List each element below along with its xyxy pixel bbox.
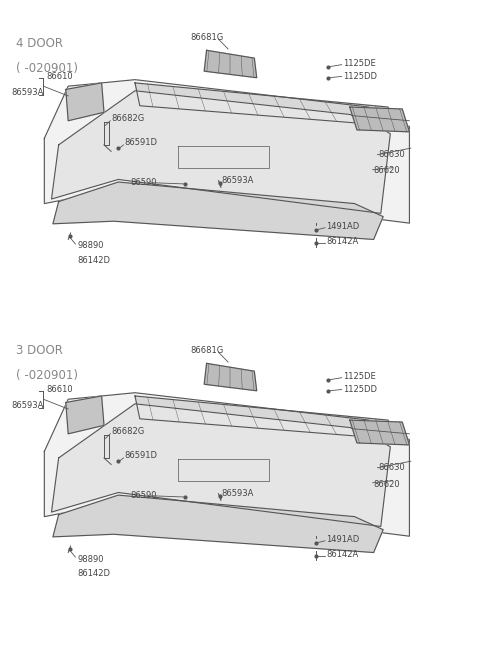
Text: 86142D: 86142D (78, 256, 111, 265)
Text: 86620: 86620 (373, 166, 400, 176)
Text: 86630: 86630 (378, 150, 405, 159)
Text: 1125DD: 1125DD (343, 72, 377, 81)
Text: 98890: 98890 (78, 242, 104, 250)
Text: 3 DOOR: 3 DOOR (16, 344, 62, 357)
Text: 86610: 86610 (47, 72, 73, 81)
Text: 98890: 98890 (78, 555, 104, 563)
Text: 86681G: 86681G (190, 33, 223, 42)
Text: 1125DE: 1125DE (343, 372, 375, 381)
Polygon shape (135, 83, 402, 126)
Text: 86593A: 86593A (11, 402, 43, 410)
Text: ( -020901): ( -020901) (16, 369, 78, 382)
Text: 86142A: 86142A (326, 550, 358, 559)
Polygon shape (135, 396, 402, 440)
Text: 86681G: 86681G (190, 346, 223, 355)
Text: 86590: 86590 (130, 491, 157, 500)
Polygon shape (51, 91, 390, 214)
Polygon shape (204, 364, 257, 391)
Text: 86610: 86610 (47, 385, 73, 394)
Polygon shape (350, 107, 409, 132)
Text: 1125DD: 1125DD (343, 385, 377, 394)
Polygon shape (350, 420, 409, 445)
Text: 4 DOOR: 4 DOOR (16, 37, 63, 50)
Text: 86593A: 86593A (11, 88, 43, 97)
Text: 86593A: 86593A (222, 176, 254, 185)
Polygon shape (66, 396, 104, 434)
Text: 86142D: 86142D (78, 569, 111, 578)
Text: 86682G: 86682G (111, 114, 144, 123)
Polygon shape (204, 50, 257, 78)
Text: 86142A: 86142A (326, 237, 358, 246)
Text: 1491AD: 1491AD (326, 535, 359, 544)
Text: 86593A: 86593A (222, 489, 254, 498)
Polygon shape (44, 80, 409, 223)
Polygon shape (53, 182, 383, 240)
Polygon shape (53, 495, 383, 553)
Text: 86682G: 86682G (111, 427, 144, 436)
Text: 86591D: 86591D (124, 451, 157, 460)
Text: 86591D: 86591D (124, 138, 157, 147)
Polygon shape (66, 83, 104, 121)
Polygon shape (44, 393, 409, 536)
Text: 86590: 86590 (130, 178, 157, 187)
Polygon shape (51, 404, 390, 527)
Text: 86630: 86630 (378, 463, 405, 472)
Text: 86681G: 86681G (352, 422, 385, 431)
Text: 1125DE: 1125DE (343, 59, 375, 68)
Text: 86620: 86620 (373, 479, 400, 489)
Text: 1491AD: 1491AD (326, 222, 359, 231)
Text: 86681G: 86681G (352, 109, 385, 118)
Text: ( -020901): ( -020901) (16, 62, 78, 75)
